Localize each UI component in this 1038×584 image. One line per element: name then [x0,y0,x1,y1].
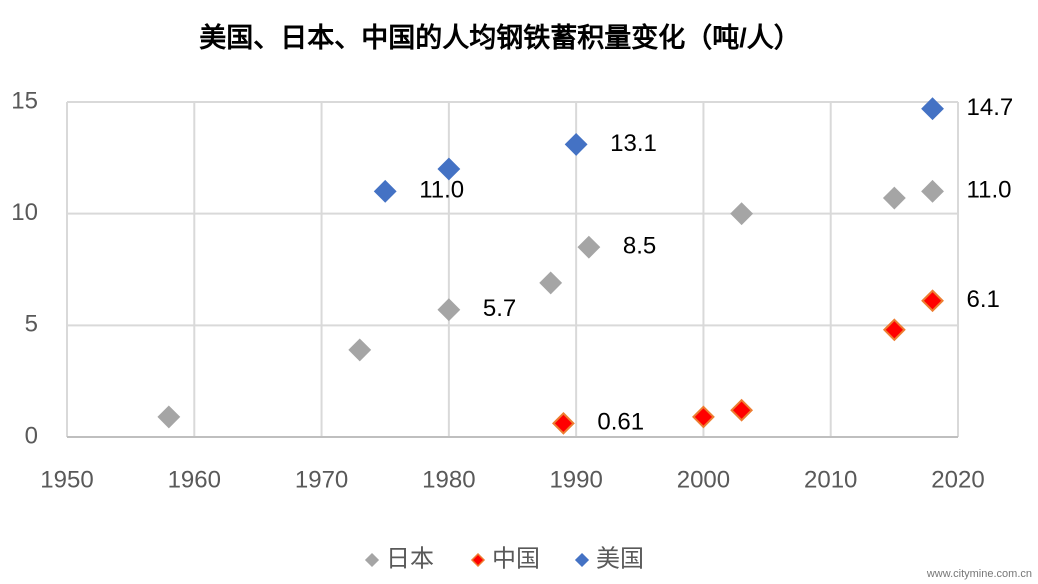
point [730,398,754,422]
x-tick-label: 1980 [422,466,475,493]
y-tick-label: 10 [11,199,38,226]
legend-label: 中国 [492,545,540,572]
point [921,179,944,203]
x-tick-label: 1960 [168,466,221,493]
point [692,405,715,429]
point [921,289,944,313]
point [882,318,906,342]
legend-marker [574,552,590,568]
point [437,157,461,181]
point [564,133,588,156]
legend-label: 美国 [596,545,644,572]
point [730,202,754,226]
data-label: 0.61 [597,409,644,436]
data-label: 8.5 [623,233,656,260]
y-tick-label: 15 [11,87,38,114]
data-label: 6.1 [967,286,1000,313]
x-tick-label: 2000 [677,466,730,493]
y-tick-label: 5 [25,311,38,338]
point [882,186,906,210]
point [373,179,397,203]
point [551,411,575,435]
point [157,405,181,429]
data-label: 11.0 [967,177,1012,204]
x-tick-label: 1950 [40,466,93,493]
point [348,338,372,362]
x-tick-label: 1970 [295,466,348,493]
data-label: 13.1 [610,130,657,157]
legend-label: 日本 [386,545,434,572]
data-label: 11.0 [419,177,464,204]
legend-marker [470,552,486,568]
x-tick-label: 2020 [931,466,984,493]
watermark: www.citymine.com.cn [926,568,1032,580]
x-tick-label: 1990 [549,466,602,493]
y-tick-label: 0 [25,422,38,449]
x-tick-label: 2010 [804,466,857,493]
data-label: 5.7 [483,295,516,322]
data-label: 14.7 [967,94,1014,121]
chart-title: 美国、日本、中国的人均钢铁蓄积量变化（吨/人） [199,22,801,53]
point [921,97,944,121]
point [577,235,601,259]
legend-marker [364,552,380,568]
point [437,298,461,322]
point [539,271,563,295]
